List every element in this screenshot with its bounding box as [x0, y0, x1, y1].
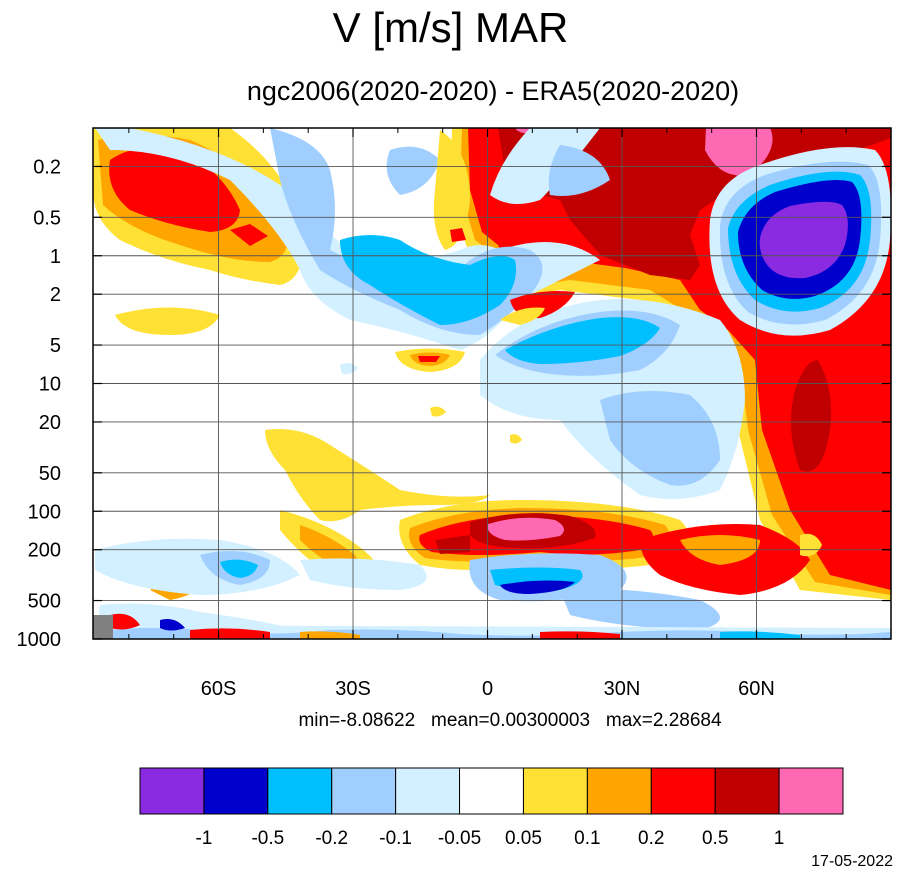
- y-tick-label: 100: [28, 501, 61, 523]
- x-tick-label: 60N: [738, 678, 775, 700]
- y-tick-label: 50: [39, 463, 61, 485]
- colorbar-label: -0.05: [438, 828, 481, 849]
- y-tick-label: 0.5: [33, 207, 61, 229]
- colorbar-swatch: [395, 767, 461, 815]
- y-tick-label: 1: [50, 246, 61, 268]
- y-tick-label: 500: [28, 591, 61, 613]
- y-tick-label: 20: [39, 412, 61, 434]
- negative-region-equatorial: [480, 291, 745, 499]
- grid-lines: [93, 128, 891, 639]
- y-tick-label: 1000: [17, 629, 62, 651]
- colorbar-swatch: [778, 767, 844, 815]
- y-tick-label: 10: [39, 374, 61, 396]
- x-axis: 60S 30S 0 30N 60N: [128, 128, 892, 700]
- y-tick-label: 5: [50, 335, 61, 357]
- y-tick-label: 200: [28, 540, 61, 562]
- colorbar-label: -0.5: [251, 828, 284, 849]
- stat-mean: mean=0.00300003: [431, 710, 591, 731]
- y-tick-label: 0.2: [33, 156, 61, 178]
- colorbar-swatch: [522, 767, 588, 815]
- stat-max: max=2.28684: [605, 710, 722, 731]
- date-stamp: 17-05-2022: [811, 853, 893, 870]
- colorbar-swatch: [203, 767, 269, 815]
- positive-region-nh-trop: [640, 524, 822, 595]
- colorbar-label: -1: [195, 828, 212, 849]
- chart-title: V [m/s] MAR: [332, 4, 569, 51]
- x-tick-label: 30S: [335, 678, 371, 700]
- y-tick-label: 2: [50, 284, 61, 306]
- stat-min: min=-8.08622: [298, 710, 416, 731]
- colorbar-label: 1: [774, 828, 785, 849]
- colorbar-label: 0.1: [574, 828, 600, 849]
- colorbar-label: -0.1: [379, 828, 412, 849]
- colorbar-label: 0.2: [638, 828, 664, 849]
- positive-region-small-patches: [395, 130, 470, 372]
- colorbar-label: -0.2: [315, 828, 348, 849]
- y-axis: 0.2 0.5 1 2 5 10 20 50 100 200 500 1000: [17, 156, 891, 651]
- colorbar-swatch: [586, 767, 652, 815]
- colorbar-swatch: [331, 767, 397, 815]
- colorbar: -1 -0.5 -0.2 -0.1 -0.05 0.05 0.1 0.2 0.5 1: [139, 767, 844, 849]
- chart-subtitle: ngc2006(2020-2020) - ERA5(2020-2020): [246, 76, 740, 106]
- stats-line: min=-8.08622 mean=0.00300003 max=2.28684: [0, 709, 901, 733]
- x-tick-label: 0: [482, 678, 493, 700]
- negative-region-nh-vortex: [709, 147, 891, 336]
- x-tick-label: 30N: [604, 678, 641, 700]
- positive-region-patches-upper: [340, 363, 522, 444]
- surface-noise-band: [93, 613, 891, 639]
- colorbar-label: 0.5: [702, 828, 728, 849]
- x-tick-label: 60S: [201, 678, 237, 700]
- colorbar-label: 0.05: [505, 828, 542, 849]
- colorbar-swatch: [650, 767, 716, 815]
- colorbar-swatch: [267, 767, 333, 815]
- positive-region-trop-jet: [399, 500, 690, 570]
- colorbar-swatch: [139, 767, 205, 815]
- colorbar-swatch: [714, 767, 780, 815]
- colorbar-swatch: [459, 767, 524, 815]
